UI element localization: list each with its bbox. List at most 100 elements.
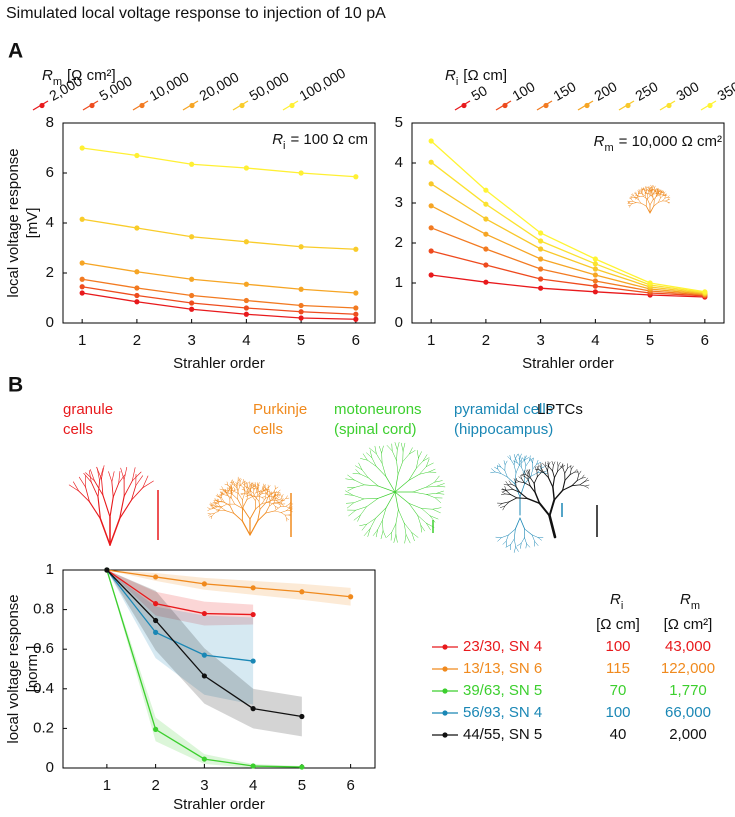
x-tick-label: 2 xyxy=(482,332,490,349)
dendrite xyxy=(278,502,283,505)
legend-swatch-dot xyxy=(543,102,549,109)
dendrite xyxy=(510,538,515,545)
dendrite xyxy=(250,491,254,494)
dendrite xyxy=(420,524,425,532)
dendrite xyxy=(78,490,90,503)
data-point xyxy=(353,290,359,296)
dendrite xyxy=(548,498,556,517)
dendrite xyxy=(562,468,566,474)
dendrite xyxy=(518,453,521,459)
dendrite xyxy=(261,496,266,498)
dendrite xyxy=(513,454,516,459)
data-point xyxy=(298,244,304,250)
dendrite xyxy=(584,479,590,482)
dendrite xyxy=(419,466,427,475)
symbol: R xyxy=(42,67,53,84)
dendrite xyxy=(354,484,365,488)
dendrite xyxy=(660,195,663,199)
data-point xyxy=(250,658,256,664)
series-line xyxy=(430,140,705,293)
dendrite xyxy=(579,481,585,486)
dendrite xyxy=(252,492,257,497)
dendrite xyxy=(223,489,228,493)
cell-type-label: (spinal cord) xyxy=(334,421,417,438)
dendrite xyxy=(257,495,263,498)
dendrite xyxy=(506,489,514,491)
dendrite xyxy=(240,493,244,496)
data-point xyxy=(483,231,489,237)
dendrite xyxy=(403,522,407,535)
dendrite xyxy=(523,482,531,487)
series-line xyxy=(430,205,705,295)
dendrite xyxy=(213,506,217,508)
data-point xyxy=(243,305,249,311)
dendrite xyxy=(639,191,643,194)
dendrite xyxy=(366,498,379,507)
dendrite xyxy=(519,453,522,459)
dendrite xyxy=(255,494,259,501)
dendrite xyxy=(268,502,274,505)
data-point xyxy=(538,276,544,282)
data-point xyxy=(153,629,159,635)
x-tick-label: 4 xyxy=(249,777,257,794)
dendrite xyxy=(370,517,376,529)
dendrite xyxy=(526,543,531,548)
dendrite xyxy=(245,482,248,485)
dendrite xyxy=(386,532,392,538)
data-point xyxy=(79,216,85,222)
dendrite xyxy=(551,460,554,466)
cell-type-label: cells xyxy=(63,421,93,438)
dendrite xyxy=(514,538,516,547)
dendrite xyxy=(207,507,211,510)
dendrite xyxy=(523,465,527,474)
legend-r-m: 122,000 xyxy=(661,660,715,677)
legend-swatch-dot xyxy=(502,102,508,109)
dendrite xyxy=(422,454,428,462)
dendrite xyxy=(109,517,121,546)
dendrite xyxy=(502,505,506,511)
data-point xyxy=(189,276,195,282)
dendrite xyxy=(228,488,231,491)
y-tick-label: 4 xyxy=(46,214,54,231)
dendrite xyxy=(276,501,280,504)
dendrite xyxy=(635,193,638,197)
dendrite xyxy=(513,460,518,464)
dendrite xyxy=(629,204,631,208)
dendrite xyxy=(507,456,512,460)
dendrite xyxy=(368,477,379,487)
dendrite xyxy=(429,515,436,523)
dendrite xyxy=(504,493,511,495)
dendrite xyxy=(358,462,363,471)
dendrite xyxy=(377,491,396,499)
dendrite xyxy=(530,458,533,464)
x-tick-label: 6 xyxy=(701,332,709,349)
dendrite xyxy=(547,477,554,488)
dendrite xyxy=(381,452,383,464)
data-point xyxy=(201,673,207,679)
data-point xyxy=(592,266,598,272)
dendrite xyxy=(534,466,538,471)
dendrite xyxy=(369,450,373,459)
dendrite xyxy=(102,494,111,518)
dendrite xyxy=(227,494,231,500)
dendrite xyxy=(649,205,655,214)
symbol: R xyxy=(594,133,605,150)
dendrite xyxy=(262,489,266,492)
dendrite xyxy=(531,534,539,538)
legend-swatch-dot xyxy=(139,102,145,109)
dendrite xyxy=(536,459,539,465)
dendrite xyxy=(552,470,555,479)
dendrite xyxy=(656,194,661,197)
dendrite xyxy=(268,500,271,507)
dendrite xyxy=(530,468,534,477)
dendrite xyxy=(639,193,643,195)
data-point xyxy=(298,170,304,176)
dendrite xyxy=(111,481,114,498)
dendrite xyxy=(520,537,525,544)
dendrite xyxy=(525,470,529,475)
data-point xyxy=(353,311,359,317)
legend-r-i: 100 xyxy=(605,638,630,655)
dendrite xyxy=(498,463,502,468)
legend-column-header: Ri xyxy=(610,591,623,612)
y-tick-label: 1 xyxy=(46,561,54,578)
